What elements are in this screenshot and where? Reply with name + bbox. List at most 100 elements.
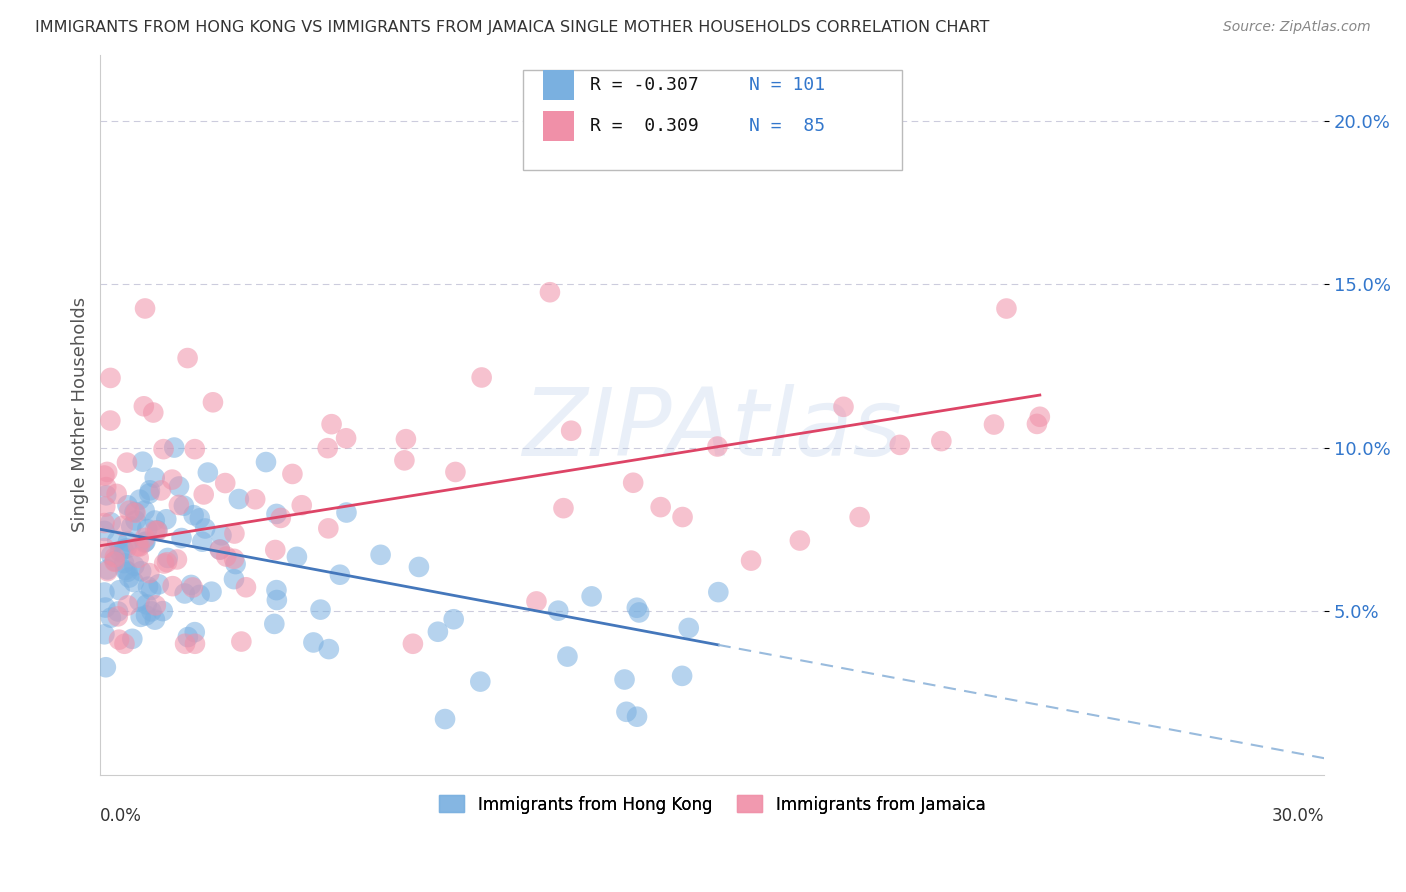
Point [134,531,156,545]
Point [426,624,449,639]
Point [228,491,250,506]
Point [134,301,156,316]
Point [93,585,115,599]
Point [112,542,135,557]
Point [547,604,569,618]
Point [124,513,146,527]
Point [557,649,579,664]
Point [613,673,636,687]
Point [184,442,207,457]
Point [184,637,207,651]
Point [191,534,214,549]
Point [266,593,288,607]
Point [444,465,467,479]
Point [184,625,207,640]
Text: N =  85: N = 85 [749,118,825,136]
Point [134,535,156,549]
Point [266,507,288,521]
Point [156,555,179,569]
Point [132,455,155,469]
Point [128,540,150,554]
Point [117,565,139,579]
Point [931,434,953,449]
Point [145,599,167,613]
Point [318,521,340,535]
Point [266,583,288,598]
Point [162,579,184,593]
Point [138,566,160,580]
Point [155,512,177,526]
Point [129,610,152,624]
Point [321,417,343,432]
Point [124,505,146,519]
Point [114,637,136,651]
Point [222,551,245,566]
Point [832,400,855,414]
Point [122,575,145,590]
Point [94,500,117,514]
Text: Source: ZipAtlas.com: Source: ZipAtlas.com [1223,20,1371,34]
Point [995,301,1018,316]
Point [176,351,198,365]
Point [149,483,172,498]
Point [115,456,138,470]
Point [626,600,648,615]
Point [156,551,179,566]
Point [138,486,160,500]
Point [621,475,644,490]
Point [208,542,231,557]
Point [177,630,200,644]
Point [302,635,325,649]
Point [132,399,155,413]
Text: R = -0.307: R = -0.307 [591,77,699,95]
Point [96,465,118,479]
Point [118,503,141,517]
Point [118,570,141,584]
Point [983,417,1005,432]
Point [626,709,648,723]
Point [671,510,693,524]
Point [167,479,190,493]
Point [740,553,762,567]
Point [135,598,157,612]
Point [100,371,122,385]
Point [208,542,231,557]
Point [848,510,870,524]
Point [1026,417,1049,431]
FancyBboxPatch shape [523,70,903,170]
Point [163,441,186,455]
Point [789,533,811,548]
Point [98,413,121,427]
Point [124,506,146,520]
Point [100,548,122,562]
Point [146,524,169,538]
Text: 30.0%: 30.0% [1272,807,1324,825]
Point [124,558,146,573]
Point [214,476,236,491]
Point [201,395,224,409]
Point [231,634,253,648]
Y-axis label: Single Mother Households: Single Mother Households [72,297,89,533]
Point [329,567,352,582]
Point [628,606,651,620]
Point [120,519,142,533]
Point [100,610,122,624]
Point [134,503,156,517]
Point [434,712,457,726]
Point [181,581,204,595]
Point [93,524,115,538]
Point [193,487,215,501]
Point [553,501,575,516]
Point [108,545,131,559]
Point [194,521,217,535]
Point [270,511,292,525]
Point [264,543,287,558]
Point [188,588,211,602]
Point [402,637,425,651]
Point [318,642,340,657]
Point [108,632,131,647]
Point [408,560,430,574]
Point [96,564,118,578]
Point [316,441,339,455]
Point [335,431,357,445]
